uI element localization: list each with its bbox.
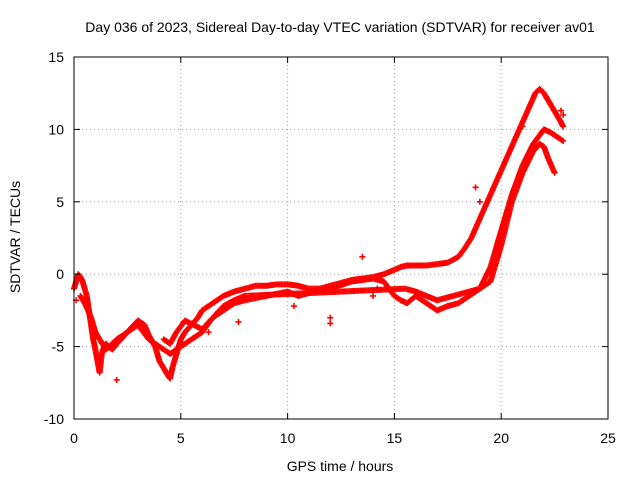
data-point-marker [558, 107, 565, 114]
series-2 [77, 126, 567, 357]
data-layer [71, 85, 567, 383]
chart-title: Day 036 of 2023, Sidereal Day-to-day VTE… [85, 19, 595, 35]
x-tick-label: 5 [177, 430, 185, 446]
data-point-marker [519, 123, 526, 130]
data-point-marker [235, 318, 242, 325]
data-point-marker [374, 285, 381, 292]
x-tick-label: 0 [70, 430, 78, 446]
x-tick-label: 10 [280, 430, 296, 446]
series-4 [73, 107, 567, 383]
series-3 [160, 140, 558, 347]
data-point-marker [560, 137, 567, 144]
x-axis-label: GPS time / hours [287, 458, 394, 474]
data-point-marker [560, 111, 567, 118]
y-tick-label: -10 [44, 411, 64, 427]
data-point-marker [370, 292, 377, 299]
y-tick-labels: -10 -5 0 5 10 15 [44, 49, 64, 427]
data-point-marker [560, 123, 567, 130]
data-point-marker [205, 329, 212, 336]
y-tick-label: 10 [48, 121, 64, 137]
data-point-marker [291, 303, 298, 310]
x-tick-label: 25 [600, 430, 616, 446]
y-axis-label: SDTVAR / TECUs [7, 181, 23, 293]
x-tick-label: 20 [493, 430, 509, 446]
y-tick-label: 0 [56, 266, 64, 282]
data-point-marker [551, 169, 558, 176]
x-tick-label: 15 [387, 430, 403, 446]
data-point-marker [472, 184, 479, 191]
y-tick-label: 5 [56, 194, 64, 210]
x-tick-labels: 0 5 10 15 20 25 [70, 430, 616, 446]
data-point-marker [113, 376, 120, 383]
data-point-marker [327, 320, 334, 327]
data-point-marker [327, 314, 334, 321]
y-tick-label: -5 [52, 339, 65, 355]
data-point-marker [476, 198, 483, 205]
y-tick-label: 15 [48, 49, 64, 65]
tick-layer [73, 56, 609, 420]
plot-frame [73, 56, 609, 420]
data-point-marker [359, 253, 366, 260]
